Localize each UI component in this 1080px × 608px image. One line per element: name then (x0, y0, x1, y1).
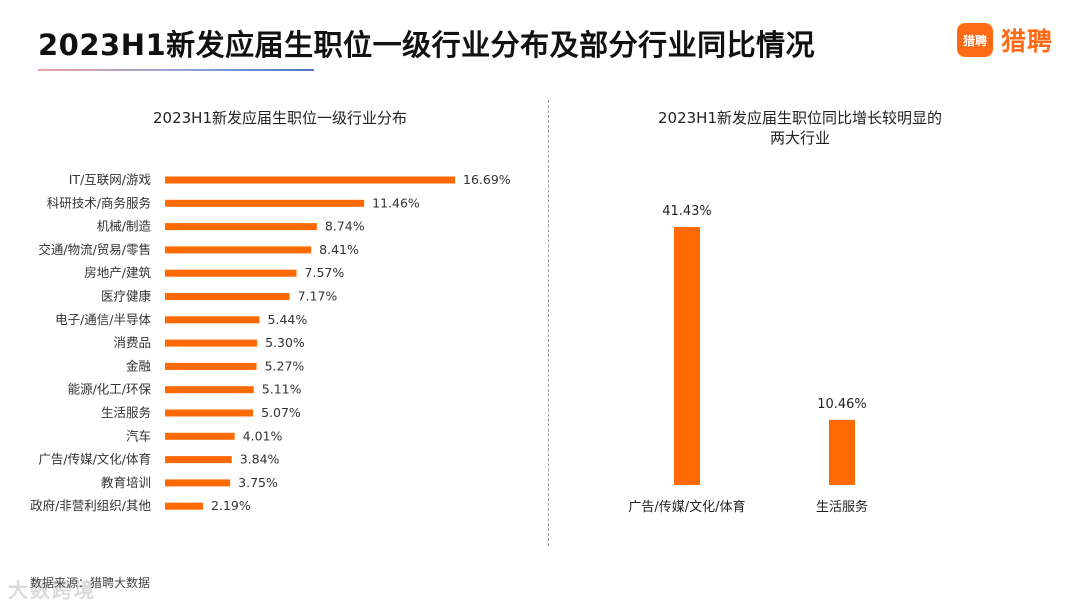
bar (165, 409, 254, 417)
bar (165, 502, 204, 510)
page-title: 2023H1新发应届生职位一级行业分布及部分行业同比情况 (38, 28, 816, 62)
bar (165, 386, 254, 394)
bar (165, 479, 231, 487)
column-category-label: 广告/传媒/文化/体育 (628, 499, 745, 515)
bar-category-label: 广告/传媒/文化/体育 (38, 452, 151, 467)
bar (165, 223, 317, 231)
bar-category-label: 交通/物流/贸易/零售 (38, 242, 151, 257)
bar (165, 246, 312, 254)
logo-badge-icon: 猎聘 (957, 23, 993, 57)
bar-value-label: 5.07% (261, 405, 301, 420)
bar-category-label: 医疗健康 (101, 289, 152, 304)
bar (165, 432, 235, 440)
bar (165, 362, 257, 370)
left-chart-title: 2023H1新发应届生职位一级行业分布 (153, 109, 407, 127)
column (829, 419, 855, 485)
column (674, 227, 700, 485)
bar-value-label: 8.41% (319, 242, 359, 257)
bar-category-label: 政府/非营利组织/其他 (30, 498, 151, 513)
bar (165, 176, 455, 184)
bar-category-label: 房地产/建筑 (84, 265, 151, 280)
bar-category-label: IT/互联网/游戏 (69, 172, 151, 187)
column-value-label: 41.43% (662, 204, 712, 219)
bar-value-label: 16.69% (463, 172, 511, 187)
bar-category-label: 教育培训 (101, 475, 151, 490)
bar-category-label: 消费品 (113, 335, 151, 350)
bar (165, 316, 260, 324)
bar-category-label: 电子/通信/半导体 (55, 312, 151, 327)
bar-value-label: 5.11% (262, 382, 302, 397)
bar (165, 456, 232, 464)
logo-text: 猎聘 (1001, 27, 1054, 56)
bar-value-label: 11.46% (372, 195, 420, 210)
bar (165, 269, 297, 277)
bar-value-label: 2.19% (211, 498, 251, 513)
chart-divider (548, 100, 549, 546)
bar-category-label: 金融 (126, 358, 152, 373)
source-note: 数据来源：猎聘大数据 (30, 576, 151, 590)
liepin-logo: 猎聘 猎聘 (957, 22, 1053, 58)
bar-category-label: 机械/制造 (97, 219, 152, 234)
column-value-label: 10.46% (817, 397, 867, 412)
column-category-label: 生活服务 (816, 499, 868, 515)
right-chart-title: 2023H1新发应届生职位同比增长较明显的 两大行业 (658, 109, 942, 147)
bar-category-label: 能源/化工/环保 (68, 382, 152, 397)
bar-value-label: 5.30% (265, 335, 305, 350)
bar (165, 293, 290, 300)
bar (165, 199, 365, 207)
bar-category-label: 汽车 (126, 428, 151, 443)
bar-value-label: 7.57% (305, 265, 345, 280)
bar-value-label: 5.44% (268, 312, 308, 327)
bar-value-label: 3.84% (240, 452, 280, 467)
bar-value-label: 3.75% (238, 475, 278, 490)
bar-value-label: 4.01% (243, 428, 283, 443)
bar-value-label: 5.27% (265, 358, 305, 373)
title-underline (38, 69, 314, 71)
bar-value-label: 8.74% (325, 219, 365, 234)
watermark: 大数跨境 (8, 578, 96, 602)
bar-category-label: 科研技术/商务服务 (47, 195, 151, 210)
bar-category-label: 生活服务 (101, 405, 151, 420)
bar-value-label: 7.17% (298, 289, 338, 304)
bar (165, 339, 258, 347)
